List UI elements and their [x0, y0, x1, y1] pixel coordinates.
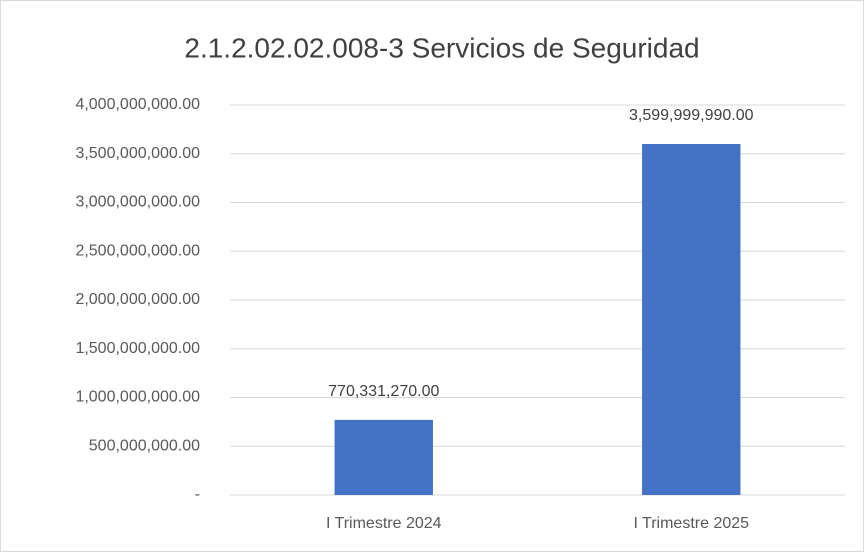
y-tick-label: 4,000,000,000.00: [75, 96, 200, 113]
y-tick-label: -: [195, 486, 200, 503]
y-tick-label: 1,000,000,000.00: [75, 389, 200, 406]
x-tick-label: I Trimestre 2024: [326, 515, 442, 532]
bar: [334, 419, 433, 495]
y-tick-label: 2,000,000,000.00: [75, 291, 200, 308]
y-tick-label: 3,000,000,000.00: [75, 194, 200, 211]
x-tick-label: I Trimestre 2025: [633, 515, 749, 532]
bar: [642, 144, 741, 495]
data-label: 770,331,270.00: [328, 383, 439, 400]
data-label: 3,599,999,990.00: [629, 107, 754, 124]
y-tick-label: 1,500,000,000.00: [75, 340, 200, 357]
y-tick-label: 500,000,000.00: [89, 437, 200, 454]
y-tick-label: 2,500,000,000.00: [75, 242, 200, 259]
y-tick-label: 3,500,000,000.00: [75, 145, 200, 162]
chart-title: 2.1.2.02.02.008-3 Servicios de Seguridad: [184, 32, 699, 63]
